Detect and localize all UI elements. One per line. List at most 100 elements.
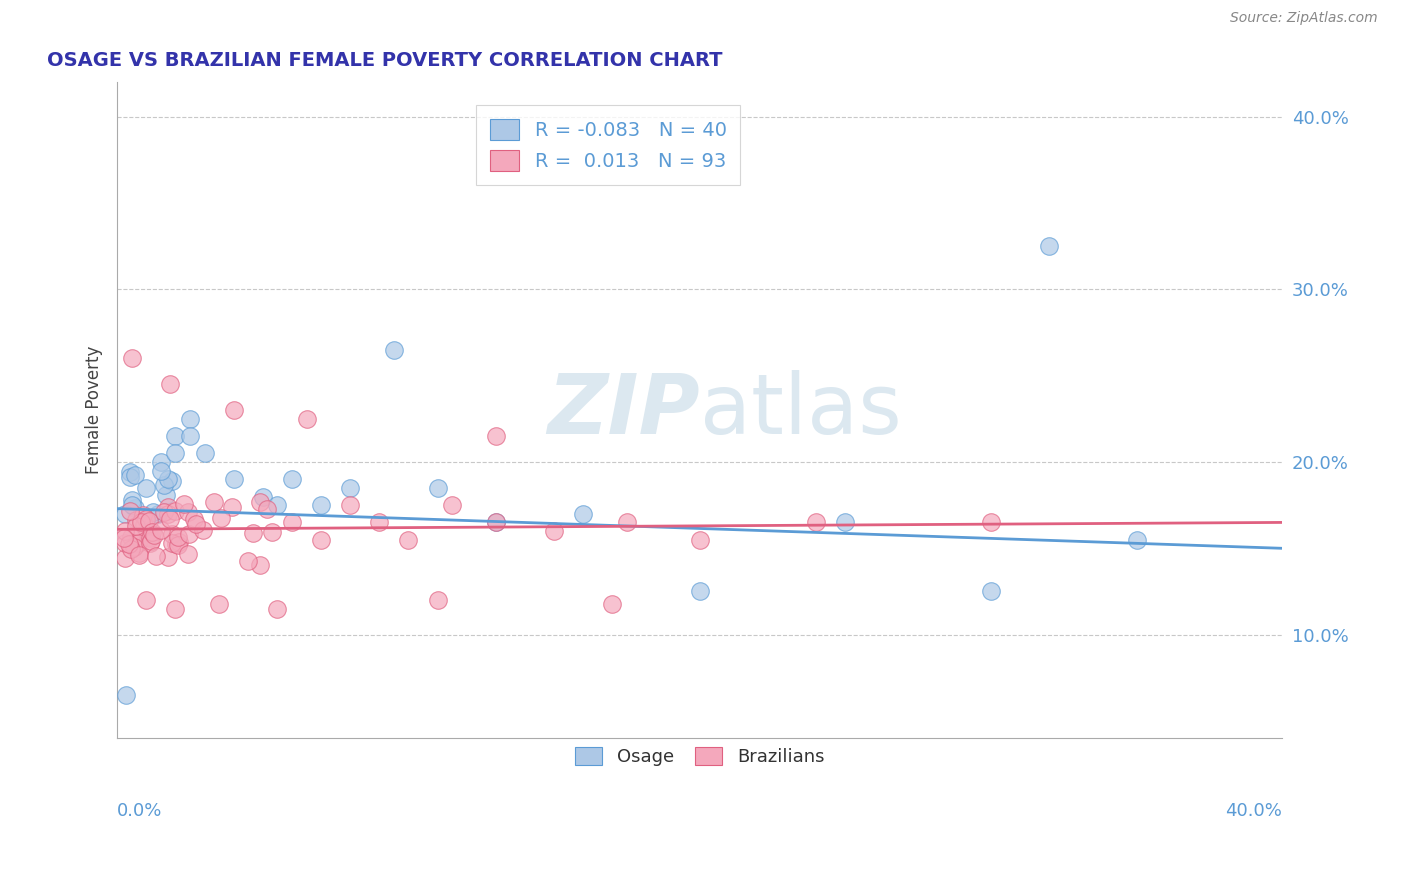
Point: [252, 490, 274, 504]
Point: [139, 533, 162, 548]
Point: [1125, 533, 1147, 547]
Text: ZIP: ZIP: [547, 370, 700, 450]
Point: [118, 465, 141, 479]
Point: [183, 512, 205, 526]
Point: [146, 507, 169, 521]
Point: [135, 512, 157, 526]
Point: [121, 498, 143, 512]
Point: [135, 481, 157, 495]
Point: [165, 429, 187, 443]
Point: [122, 540, 145, 554]
Point: [157, 549, 180, 564]
Point: [221, 500, 243, 514]
Point: [153, 478, 176, 492]
Point: [112, 531, 135, 545]
Point: [256, 502, 278, 516]
Point: [118, 537, 141, 551]
Point: [156, 508, 179, 522]
Point: [689, 533, 711, 547]
Point: [266, 601, 288, 615]
Point: [339, 498, 361, 512]
Point: [153, 505, 176, 519]
Point: [689, 584, 711, 599]
Point: [135, 593, 157, 607]
Point: [242, 525, 264, 540]
Point: [368, 516, 391, 530]
Point: [167, 534, 190, 549]
Text: Source: ZipAtlas.com: Source: ZipAtlas.com: [1230, 12, 1378, 25]
Text: 0.0%: 0.0%: [117, 802, 163, 820]
Point: [128, 548, 150, 562]
Point: [834, 516, 856, 530]
Point: [1038, 239, 1060, 253]
Point: [127, 529, 149, 543]
Point: [145, 549, 167, 563]
Point: [167, 538, 190, 552]
Point: [160, 536, 183, 550]
Point: [222, 472, 245, 486]
Point: [142, 505, 165, 519]
Point: [143, 527, 166, 541]
Point: [114, 536, 136, 550]
Point: [129, 515, 152, 529]
Point: [167, 530, 190, 544]
Point: [485, 516, 508, 530]
Point: [125, 519, 148, 533]
Point: [159, 512, 181, 526]
Point: [382, 343, 405, 357]
Point: [309, 533, 332, 547]
Point: [398, 533, 420, 547]
Point: [127, 536, 149, 550]
Point: [177, 547, 200, 561]
Point: [149, 455, 172, 469]
Text: 40.0%: 40.0%: [1226, 802, 1282, 820]
Point: [159, 377, 181, 392]
Point: [163, 503, 186, 517]
Point: [135, 527, 157, 541]
Point: [138, 531, 160, 545]
Point: [295, 412, 318, 426]
Point: [121, 492, 143, 507]
Y-axis label: Female Poverty: Female Poverty: [86, 346, 103, 475]
Point: [150, 523, 173, 537]
Point: [156, 472, 179, 486]
Point: [426, 593, 449, 607]
Point: [132, 518, 155, 533]
Legend: R = -0.083   N = 40, R =  0.013   N = 93: R = -0.083 N = 40, R = 0.013 N = 93: [477, 105, 741, 185]
Point: [191, 523, 214, 537]
Point: [160, 526, 183, 541]
Point: [118, 470, 141, 484]
Point: [222, 403, 245, 417]
Point: [115, 688, 138, 702]
Text: OSAGE VS BRAZILIAN FEMALE POVERTY CORRELATION CHART: OSAGE VS BRAZILIAN FEMALE POVERTY CORREL…: [48, 51, 723, 70]
Point: [114, 507, 136, 521]
Point: [249, 495, 271, 509]
Point: [165, 601, 187, 615]
Point: [806, 516, 828, 530]
Point: [155, 488, 177, 502]
Point: [141, 530, 163, 544]
Point: [281, 472, 304, 486]
Point: [485, 429, 508, 443]
Point: [179, 429, 201, 443]
Point: [602, 597, 624, 611]
Point: [120, 541, 142, 556]
Point: [139, 536, 162, 550]
Point: [616, 516, 638, 530]
Point: [249, 558, 271, 572]
Point: [208, 597, 231, 611]
Point: [426, 481, 449, 495]
Point: [124, 468, 146, 483]
Point: [309, 498, 332, 512]
Point: [236, 554, 259, 568]
Point: [120, 530, 142, 544]
Point: [202, 495, 225, 509]
Point: [209, 511, 232, 525]
Point: [441, 498, 464, 512]
Point: [184, 516, 207, 531]
Point: [177, 505, 200, 519]
Point: [980, 584, 1002, 599]
Point: [260, 525, 283, 540]
Point: [118, 504, 141, 518]
Point: [179, 412, 201, 426]
